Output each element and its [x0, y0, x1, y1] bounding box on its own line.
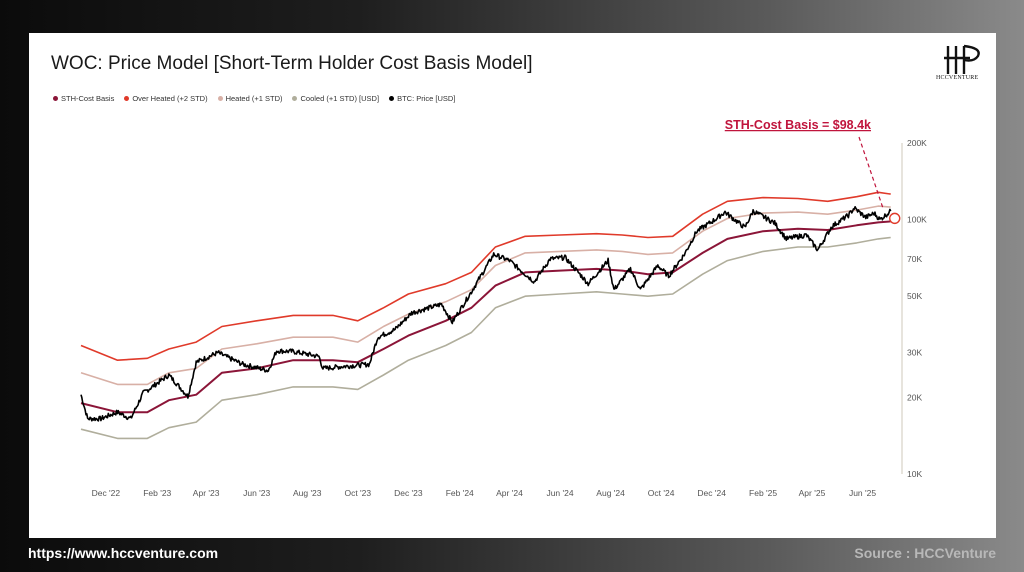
- y-tick-label: 70K: [907, 254, 922, 264]
- chart-card: WOC: Price Model [Short-Term Holder Cost…: [29, 33, 996, 538]
- legend-item-heated[interactable]: Heated (+1 STD): [217, 94, 283, 103]
- x-tick-label: Aug '24: [596, 488, 625, 498]
- legend-item-sth[interactable]: STH-Cost Basis: [53, 94, 114, 103]
- legend-dot-icon: [217, 96, 223, 101]
- current-marker-icon: [889, 212, 901, 225]
- legend-item-overheated[interactable]: Over Heated (+2 STD): [124, 94, 208, 103]
- legend-item-cooled[interactable]: Cooled (+1 STD) [USD]: [292, 94, 379, 103]
- x-tick-label: Oct '24: [648, 488, 675, 498]
- x-tick-label: Feb '24: [446, 488, 474, 498]
- y-tick-label: 100K: [907, 215, 927, 225]
- series-line-sth: [80, 220, 891, 414]
- x-tick-label: Aug '23: [293, 488, 322, 498]
- hccventure-logo-icon: [944, 44, 980, 74]
- series-line-cooled: [80, 236, 891, 440]
- x-tick-label: Feb '23: [143, 488, 171, 498]
- x-tick-label: Apr '23: [193, 488, 220, 498]
- legend-label: Cooled (+1 STD) [USD]: [300, 94, 380, 103]
- legend-label: Over Heated (+2 STD): [132, 94, 208, 103]
- x-tick-label: Dec '22: [92, 488, 121, 498]
- chart-legend: STH-Cost Basis Over Heated (+2 STD) Heated…: [53, 94, 455, 103]
- legend-dot-icon: [292, 96, 298, 101]
- legend-dot-icon: [53, 96, 58, 101]
- x-tick-label: Dec '24: [697, 488, 726, 498]
- series-line-heated: [80, 205, 891, 386]
- x-tick-label: Jun '25: [849, 488, 876, 498]
- y-tick-label: 50K: [907, 291, 922, 301]
- website-link[interactable]: https://www.hccventure.com: [28, 545, 219, 561]
- x-tick-label: Oct '23: [344, 488, 371, 498]
- x-tick-label: Apr '25: [799, 488, 826, 498]
- annotation-leader-line: [858, 136, 884, 208]
- x-tick-label: Apr '24: [496, 488, 523, 498]
- x-tick-label: Dec '23: [394, 488, 423, 498]
- x-tick-label: Feb '25: [749, 488, 777, 498]
- y-tick-label: 10K: [907, 469, 922, 479]
- chart-title: WOC: Price Model [Short-Term Holder Cost…: [51, 53, 533, 74]
- legend-item-price[interactable]: BTC: Price [USD]: [389, 94, 455, 103]
- chart-plot: 200K 100K 70K 50K 30K 20K 10K Dec '22 Feb '23 Apr…: [80, 118, 927, 498]
- x-tick-label: Jun '23: [243, 488, 270, 498]
- series-line-overheated: [80, 191, 891, 361]
- source-credit: Source : HCCVenture: [854, 545, 996, 561]
- x-tick-label: Jun '24: [546, 488, 573, 498]
- series-line-price: [80, 206, 892, 422]
- y-tick-label: 30K: [907, 348, 922, 358]
- y-tick-label: 200K: [907, 138, 927, 148]
- legend-dot-icon: [124, 96, 130, 101]
- legend-label: Heated (+1 STD): [225, 94, 283, 103]
- y-tick-label: 20K: [907, 392, 922, 402]
- legend-label: STH-Cost Basis: [61, 94, 115, 103]
- legend-dot-icon: [389, 96, 395, 101]
- annotation-label: STH-Cost Basis = $98.4k: [725, 118, 871, 132]
- legend-label: BTC: Price [USD]: [397, 94, 456, 103]
- logo-text: HCCVENTURE: [936, 75, 979, 81]
